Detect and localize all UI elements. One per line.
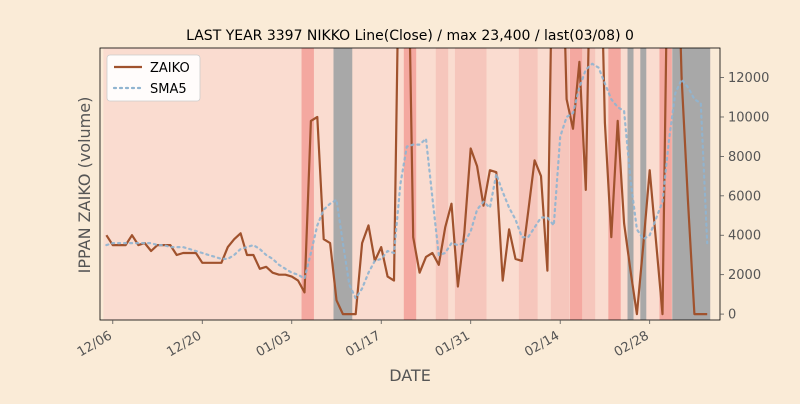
y-tick-label: 10000 <box>728 110 769 125</box>
shaded-region-red <box>403 48 417 320</box>
legend-label-zaiko: ZAIKO <box>150 61 190 76</box>
y-tick-label: 4000 <box>728 229 761 244</box>
y-axis: 0 2000 4000 6000 8000 10000 12000 <box>720 71 769 323</box>
series-line-zaiko <box>105 48 708 316</box>
y-tick-label: 0 <box>728 308 736 323</box>
series-line-sma5 <box>105 62 709 300</box>
legend-label-sma5: SMA5 <box>150 82 187 97</box>
y-tick-label: 6000 <box>728 189 761 204</box>
shaded-region-gray <box>640 48 647 320</box>
shaded-region-pink <box>518 48 538 320</box>
chart-title: LAST YEAR 3397 NIKKO Line(Close) / max 2… <box>186 28 634 44</box>
shaded-region-pink <box>435 48 449 320</box>
series-lines <box>105 48 709 316</box>
shaded-region-gray <box>333 48 353 320</box>
plot-frame <box>99 47 721 321</box>
x-axis-label: DATE <box>389 366 431 385</box>
y-axis-label: IPPAN ZAIKO (volume) <box>75 97 94 274</box>
y-tick-label: 8000 <box>728 150 761 165</box>
y-tick-label: 12000 <box>728 71 769 86</box>
shaded-region-red <box>569 48 583 320</box>
legend: ZAIKO SMA5 <box>106 54 201 102</box>
y-tick-label: 2000 <box>728 268 761 283</box>
shaded-region-pink <box>582 48 596 320</box>
shaded-region-pink <box>550 48 570 320</box>
